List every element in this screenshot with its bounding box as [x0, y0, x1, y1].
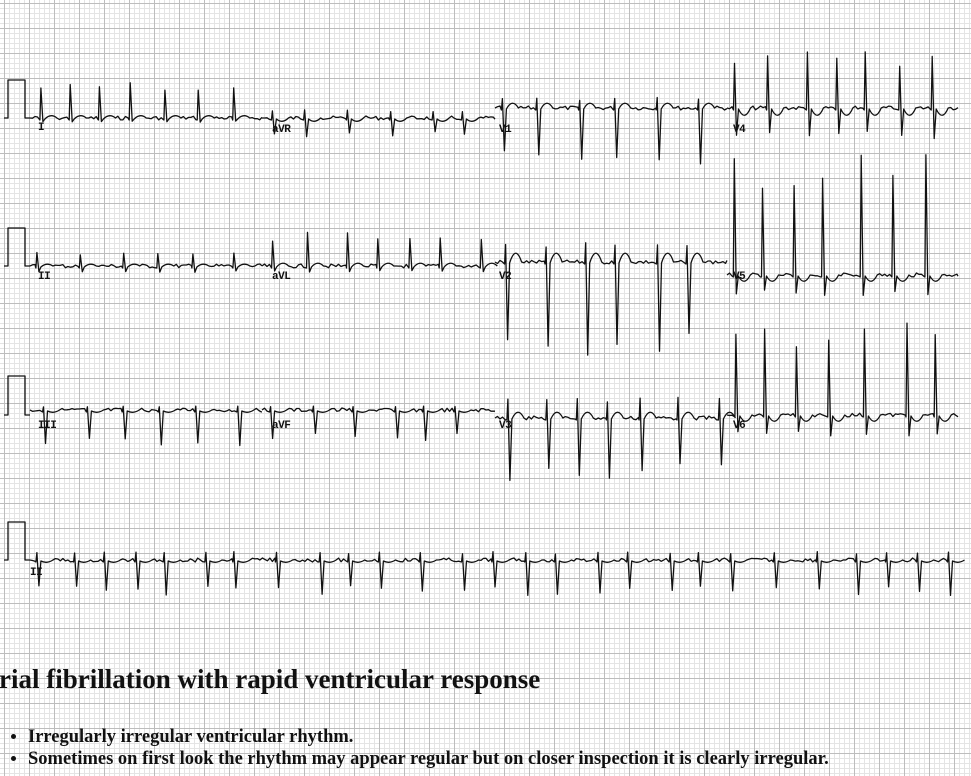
lead-label-i: I: [38, 122, 45, 134]
lead-label-v4: V4: [733, 124, 746, 136]
lead-label-avl: aVL: [272, 271, 291, 283]
calibration-pulse: [4, 521, 30, 561]
trace-lead-v2: [494, 242, 728, 356]
trace-lead-avr: [262, 109, 496, 138]
findings-list: Irregularly irregular ventricular rhythm…: [0, 726, 829, 770]
lead-label-ii: II: [38, 271, 51, 283]
trace-lead-avl: [261, 231, 498, 273]
diagnosis-caption: trial fibrillation with rapid ventricula…: [0, 664, 541, 694]
lead-label-iii: III: [38, 420, 57, 432]
lead-label-avf: aVF: [272, 420, 291, 432]
lead-label-ii-rhythm: II: [30, 567, 43, 579]
ecg-tracing: [4, 51, 965, 597]
calibration-pulse: [4, 375, 30, 416]
trace-lead-v4: [726, 51, 959, 140]
trace-lead-v3: [494, 396, 736, 482]
lead-label-v1: V1: [499, 124, 512, 136]
finding-item: Irregularly irregular ventricular rhythm…: [28, 726, 829, 748]
lead-label-v3: V3: [499, 420, 512, 432]
calibration-pulse: [4, 79, 30, 119]
trace-lead-avf: [261, 405, 496, 442]
lead-label-v5: V5: [733, 271, 746, 283]
trace-lead-v1: [494, 96, 728, 165]
trace-lead-v6: [726, 322, 959, 437]
lead-label-v2: V2: [499, 271, 512, 283]
trace-lead-v5: [726, 154, 959, 297]
lead-label-v6: V6: [733, 420, 746, 432]
calibration-pulse: [4, 227, 30, 267]
trace-lead-i: [29, 82, 263, 123]
trace-lead-iii: [29, 405, 262, 447]
trace-lead-ii: [29, 251, 263, 273]
finding-item: Sometimes on first look the rhythm may a…: [28, 748, 829, 770]
trace-lead-ii-rhythm: [29, 551, 965, 597]
lead-label-avr: aVR: [272, 124, 291, 136]
